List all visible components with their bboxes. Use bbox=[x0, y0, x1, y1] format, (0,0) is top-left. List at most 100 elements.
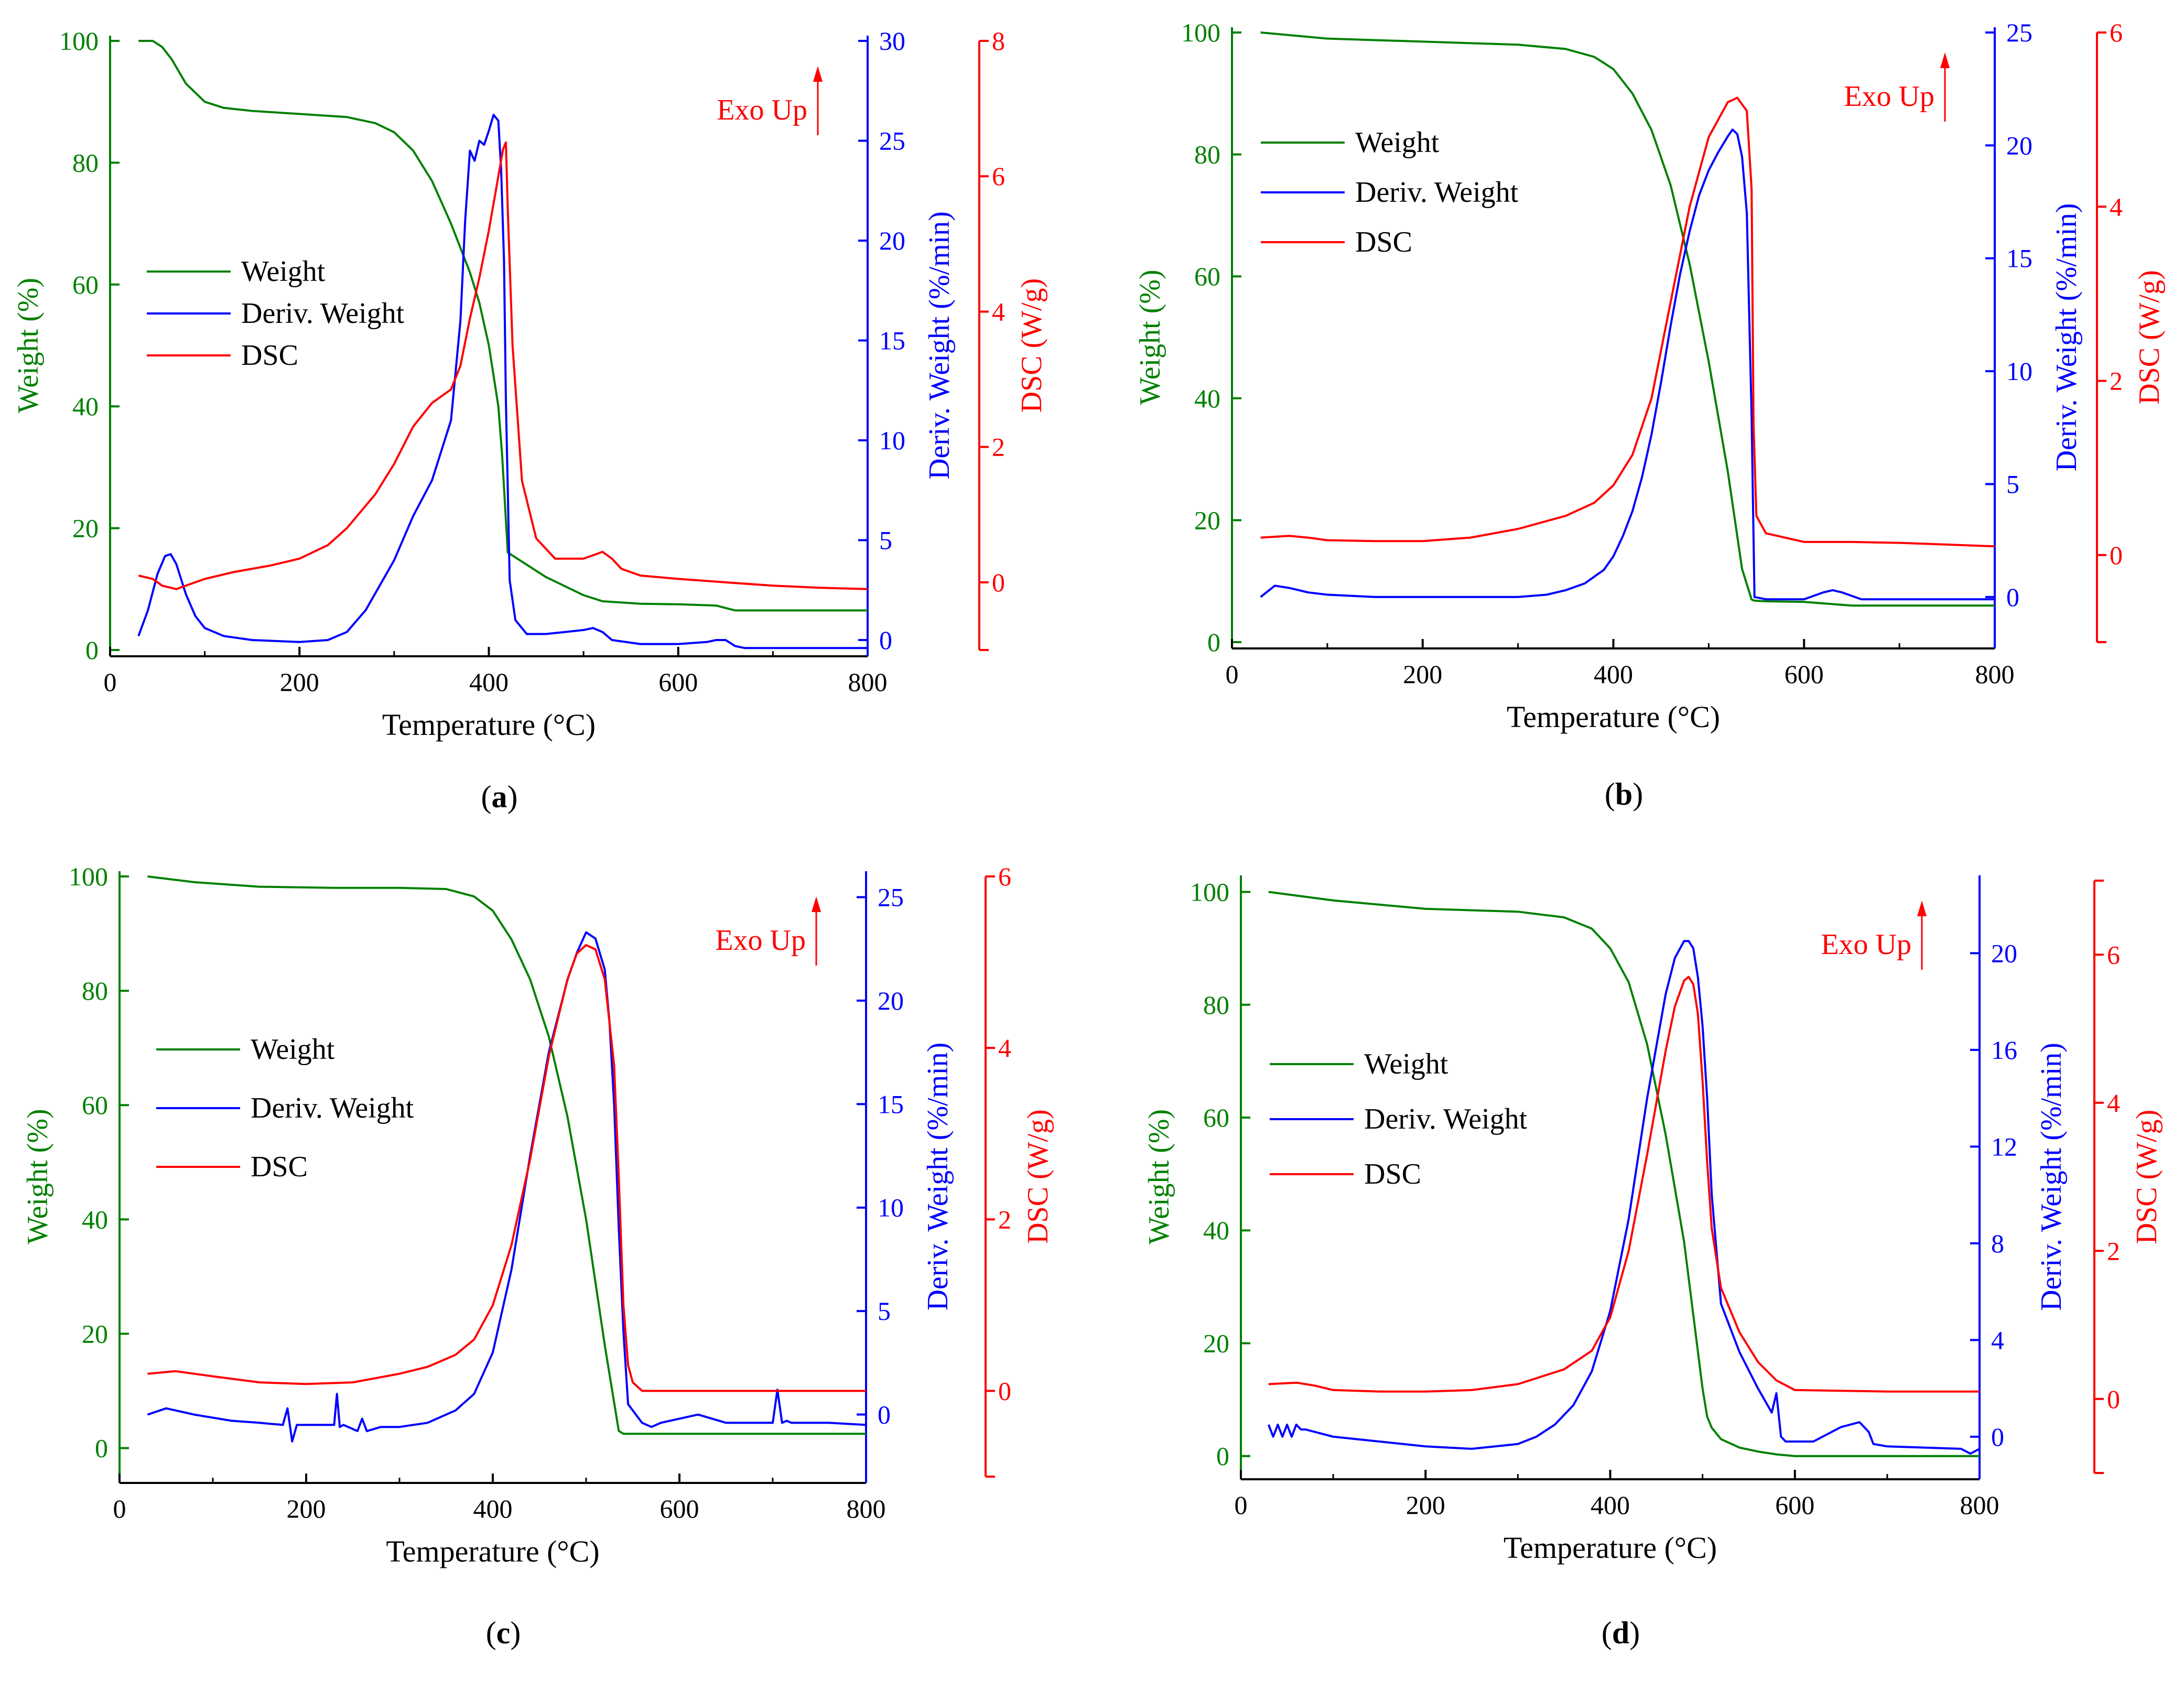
dsc-tick-label: 8 bbox=[992, 26, 1005, 56]
weight-tick-label: 0 bbox=[85, 635, 99, 665]
weight-axis-title: Weight (%) bbox=[1143, 1109, 1175, 1244]
deriv-tick-label: 0 bbox=[2006, 582, 2019, 612]
weight-tick-label: 100 bbox=[69, 862, 108, 891]
weight-tick-label: 80 bbox=[72, 148, 99, 177]
weight-tick-label: 40 bbox=[1194, 384, 1220, 413]
weight-tick-label: 20 bbox=[1194, 505, 1220, 535]
dsc-tick-label: 6 bbox=[2110, 18, 2123, 47]
dsc-tick-label: 4 bbox=[2107, 1088, 2120, 1118]
x-tick-label: 800 bbox=[1975, 659, 2015, 689]
panel-label-open: ( bbox=[486, 1616, 496, 1650]
panel-label-letter: c bbox=[496, 1616, 511, 1650]
panel-label-open: ( bbox=[1605, 777, 1615, 811]
series-line-deriv-weight bbox=[137, 114, 868, 649]
deriv-tick-label: 25 bbox=[2006, 18, 2032, 47]
weight-tick-label: 60 bbox=[72, 270, 99, 299]
series-line-weight bbox=[1260, 31, 1995, 607]
dsc-tick-label: 6 bbox=[998, 862, 1011, 891]
weight-tick-label: 80 bbox=[82, 976, 108, 1005]
series-line-deriv-weight bbox=[147, 931, 866, 1443]
x-tick-label: 200 bbox=[1403, 659, 1442, 689]
series-line-weight bbox=[147, 875, 866, 1435]
deriv-tick-label: 15 bbox=[878, 1089, 904, 1119]
deriv-tick-label: 4 bbox=[1991, 1325, 2004, 1355]
x-tick-label: 200 bbox=[287, 1494, 326, 1523]
legend-label: Weight bbox=[241, 255, 326, 288]
legend-label: Weight bbox=[251, 1033, 335, 1066]
exo-up-arrow-head bbox=[1917, 901, 1927, 916]
dsc-tick-label: 0 bbox=[998, 1376, 1011, 1405]
weight-tick-label: 40 bbox=[1203, 1216, 1229, 1245]
legend-label: Deriv. Weight bbox=[1355, 176, 1519, 209]
series-line-dsc bbox=[1268, 976, 1980, 1393]
weight-tick-label: 40 bbox=[82, 1205, 108, 1234]
weight-tick-label: 60 bbox=[82, 1090, 108, 1120]
x-tick-label: 0 bbox=[104, 667, 117, 697]
dsc-tick-label: 0 bbox=[992, 568, 1005, 597]
series-line-weight bbox=[138, 40, 868, 612]
x-tick-label: 0 bbox=[1235, 1490, 1248, 1520]
x-tick-label: 200 bbox=[280, 667, 319, 697]
series-line-weight bbox=[1268, 891, 1980, 1457]
deriv-tick-label: 0 bbox=[879, 625, 892, 655]
x-tick-label: 200 bbox=[1406, 1490, 1445, 1520]
dsc-tick-label: 6 bbox=[992, 161, 1005, 191]
weight-axis-title: Weight (%) bbox=[12, 278, 45, 413]
x-axis-title: Temperature (°C) bbox=[1504, 1531, 1717, 1565]
panel-label-close: ) bbox=[1632, 777, 1643, 811]
deriv-tick-label: 10 bbox=[2006, 356, 2032, 386]
deriv-tick-label: 20 bbox=[878, 986, 904, 1015]
deriv-tick-label: 5 bbox=[878, 1296, 891, 1326]
dsc-tick-label: 2 bbox=[998, 1205, 1011, 1234]
panel-label-letter: d bbox=[1612, 1616, 1629, 1650]
series-line-dsc bbox=[1260, 96, 1995, 548]
deriv-tick-label: 15 bbox=[2006, 244, 2032, 273]
x-tick-label: 800 bbox=[1960, 1490, 1999, 1520]
legend-label: Deriv. Weight bbox=[251, 1092, 414, 1124]
legend-label: DSC bbox=[251, 1151, 308, 1183]
weight-axis-title: Weight (%) bbox=[21, 1109, 54, 1244]
x-tick-label: 600 bbox=[1775, 1490, 1814, 1520]
series-line-dsc bbox=[138, 141, 868, 590]
x-tick-label: 600 bbox=[660, 1494, 699, 1523]
exo-up-arrow-head bbox=[812, 896, 821, 912]
series-line-deriv-weight bbox=[1267, 940, 1980, 1455]
dsc-tick-label: 4 bbox=[2110, 192, 2123, 221]
weight-tick-label: 60 bbox=[1194, 262, 1220, 291]
deriv-axis-title: Deriv. Weight (%/min) bbox=[2050, 203, 2083, 472]
deriv-axis-title: Deriv. Weight (%/min) bbox=[923, 211, 956, 480]
exo-up-label: Exo Up bbox=[715, 924, 806, 957]
deriv-tick-label: 16 bbox=[1991, 1035, 2017, 1065]
dsc-tick-label: 4 bbox=[998, 1033, 1011, 1063]
legend-label: DSC bbox=[241, 339, 298, 372]
dsc-axis-title: DSC (W/g) bbox=[1022, 1109, 1054, 1244]
legend-label: Weight bbox=[1364, 1048, 1448, 1080]
weight-tick-label: 0 bbox=[1216, 1442, 1229, 1471]
deriv-tick-label: 10 bbox=[878, 1193, 904, 1222]
legend-label: Weight bbox=[1355, 126, 1440, 159]
deriv-tick-label: 30 bbox=[879, 26, 905, 56]
x-tick-label: 400 bbox=[473, 1494, 513, 1523]
dsc-tick-label: 2 bbox=[2110, 366, 2123, 396]
dsc-axis-title: DSC (W/g) bbox=[1015, 278, 1048, 413]
exo-up-label: Exo Up bbox=[1821, 928, 1911, 961]
deriv-tick-label: 5 bbox=[2006, 469, 2019, 499]
legend-label: Deriv. Weight bbox=[1364, 1103, 1528, 1135]
weight-tick-label: 80 bbox=[1194, 140, 1220, 169]
dsc-tick-label: 0 bbox=[2107, 1384, 2120, 1414]
weight-tick-label: 40 bbox=[72, 392, 99, 421]
panel-label-open: ( bbox=[481, 779, 492, 814]
deriv-tick-label: 20 bbox=[2006, 131, 2032, 160]
panel-label-close: ) bbox=[507, 779, 518, 814]
deriv-tick-label: 15 bbox=[879, 326, 905, 355]
x-tick-label: 800 bbox=[847, 1494, 886, 1523]
panel-label: (b) bbox=[1605, 777, 1643, 811]
x-axis-title: Temperature (°C) bbox=[382, 708, 596, 742]
x-tick-label: 600 bbox=[658, 667, 698, 697]
deriv-axis-title: Deriv. Weight (%/min) bbox=[922, 1043, 954, 1311]
x-axis-title: Temperature (°C) bbox=[386, 1534, 599, 1568]
